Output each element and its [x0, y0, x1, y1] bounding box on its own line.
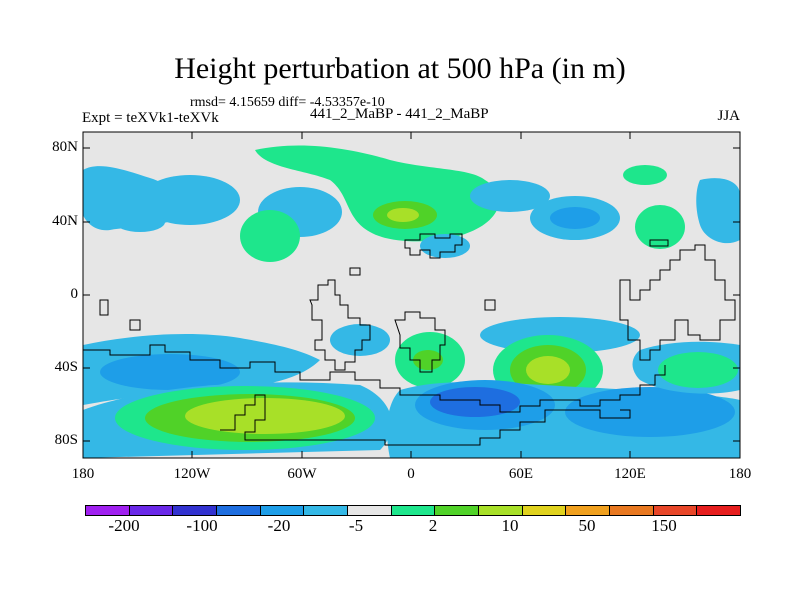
- x-tick-label: 60W: [287, 466, 317, 482]
- coastline-africa: [394, 311, 446, 373]
- colorbar-label: -5: [348, 516, 364, 535]
- tick-marks: [83, 132, 740, 458]
- anomaly-negative: [100, 354, 240, 390]
- anomaly-positive: [635, 205, 685, 249]
- anomaly-negative: [430, 387, 520, 417]
- colorbar-swatch: [260, 506, 305, 515]
- coastline-asia: [619, 244, 736, 361]
- y-tick-label: 80N: [52, 139, 78, 155]
- x-tick-label: 120E: [614, 466, 646, 482]
- colorbar-swatch: [391, 506, 436, 515]
- x-tick-label: 60E: [508, 466, 534, 482]
- colorbar-swatch: [697, 506, 741, 515]
- colorbar-swatch: [129, 506, 174, 515]
- colorbar-label: 2: [428, 516, 438, 535]
- y-tick-label: 0: [70, 286, 79, 302]
- y-tick-label: 40N: [52, 213, 78, 229]
- anomaly-negative: [470, 180, 550, 212]
- anomaly-negative: [140, 175, 240, 225]
- colorbar-label: 10: [501, 516, 519, 535]
- colorbar-label: 50: [578, 516, 596, 535]
- anomaly-negative: [696, 178, 740, 244]
- anomaly-negative: [330, 324, 390, 356]
- colorbar: [85, 505, 741, 516]
- x-tick-label: 180: [71, 466, 95, 482]
- colorbar-label: 150: [651, 516, 677, 535]
- colorbar-swatch: [566, 506, 611, 515]
- colorbar-swatch: [522, 506, 567, 515]
- plot-title: Height perturbation at 500 hPa (in m): [174, 52, 626, 85]
- anomaly-positive: [240, 210, 300, 262]
- colorbar-swatch: [479, 506, 523, 515]
- y-tick-label: 40S: [54, 359, 78, 375]
- anomaly-negative: [115, 212, 165, 232]
- colorbar-swatch: [348, 506, 392, 515]
- anomaly-positive: [526, 356, 570, 384]
- colorbar-swatch: [304, 506, 349, 515]
- coastline-antarctica: [83, 344, 666, 413]
- colorbar-swatch: [653, 506, 698, 515]
- colorbar-label: -20: [267, 516, 291, 535]
- coastlines: [83, 233, 736, 446]
- x-tick-label: 120W: [173, 466, 211, 482]
- colorbar-label: -200: [108, 516, 140, 535]
- anomaly-positive: [255, 145, 500, 242]
- anomaly-negative: [550, 207, 600, 229]
- rmsd-stats: rmsd= 4.15659 diff= -4.53357e-10: [190, 95, 385, 110]
- colorbar-swatch: [217, 506, 261, 515]
- y-tick-label: 80S: [54, 432, 78, 448]
- case-label: 441_2_MaBP - 441_2_MaBP: [310, 106, 489, 122]
- coastline-antarctica-peninsula: [220, 394, 631, 446]
- coastline-south-america: [309, 279, 371, 371]
- coastline-north-america: [404, 233, 463, 259]
- colorbar-swatch: [435, 506, 480, 515]
- x-tick-label: 0: [407, 466, 415, 482]
- experiment-label: Expt = teXVk1-teXVk: [82, 110, 219, 126]
- season-label: JJA: [717, 108, 740, 124]
- colorbar-swatch: [610, 506, 654, 515]
- anomaly-positive: [658, 352, 738, 388]
- x-tick-label: 180: [728, 466, 752, 482]
- colorbar-label: -100: [186, 516, 218, 535]
- colorbar-swatch: [86, 506, 130, 515]
- anomaly-negative: [420, 234, 470, 258]
- anomaly-negative: [565, 387, 735, 437]
- coastline-islands: [99, 239, 669, 331]
- anomaly-positive: [387, 208, 419, 222]
- anomaly-positive: [623, 165, 667, 185]
- colorbar-swatch: [173, 506, 218, 515]
